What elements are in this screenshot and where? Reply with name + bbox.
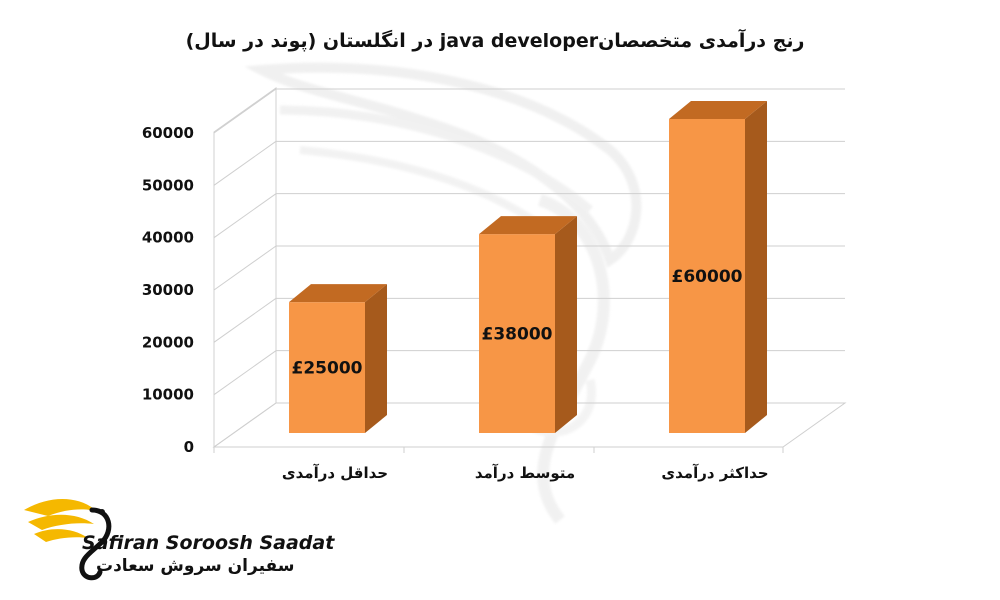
- floor: [212, 402, 847, 448]
- bar-data-label: £25000: [292, 359, 363, 379]
- bar-top: [479, 216, 577, 235]
- chart-bars: [289, 101, 767, 433]
- data-labels: £25000 £38000 £60000: [292, 267, 743, 379]
- bar-side: [745, 101, 767, 433]
- grid-diagonal: [213, 297, 277, 343]
- x-category-label: حداکثر درآمدی: [661, 464, 768, 482]
- grid-diagonal: [213, 245, 277, 291]
- brand-name-persian: سفیران سروش سعادت: [96, 556, 295, 576]
- y-tick-label: 10000: [142, 386, 194, 404]
- bar: [669, 101, 767, 433]
- brand-logo: [24, 499, 112, 581]
- y-tick-label: 50000: [142, 176, 194, 194]
- bar-side: [555, 216, 577, 433]
- y-axis-ticks: 0 10000 20000 30000 40000 50000 60000: [142, 124, 194, 456]
- y-tick-label: 30000: [142, 281, 194, 299]
- y-tick-label: 40000: [142, 229, 194, 247]
- wing-logo-icon: [24, 499, 112, 581]
- chart-title: رنج درآمدی متخصصانjava developer در انگل…: [186, 28, 805, 52]
- brand-name-english: Safiran Soroosh Saadat: [82, 532, 335, 554]
- bar-side: [365, 284, 387, 433]
- bar-front: [479, 234, 555, 433]
- bar-front: [669, 119, 745, 433]
- bar-front: [289, 302, 365, 433]
- grid-diagonal: [213, 350, 277, 396]
- y-tick-label: 20000: [142, 333, 194, 351]
- x-category-label: حداقل درآمدی: [282, 464, 388, 482]
- bar: [289, 284, 387, 433]
- bar-data-label: £60000: [672, 267, 743, 287]
- bar: [479, 216, 577, 433]
- y-tick-label: 60000: [142, 124, 194, 142]
- bar-top: [669, 101, 767, 119]
- bar-top: [289, 284, 387, 303]
- grid-diagonal: [213, 193, 277, 239]
- y-tick-label: 0: [184, 438, 194, 456]
- x-axis-categories: حداقل درآمدی متوسط درآمد حداکثر درآمدی: [282, 464, 769, 482]
- chart-walls: [212, 87, 847, 448]
- bar-data-label: £38000: [482, 325, 553, 345]
- grid-diagonal: [213, 140, 277, 186]
- x-category-label: متوسط درآمد: [475, 464, 575, 482]
- grid-diagonal: [213, 88, 277, 134]
